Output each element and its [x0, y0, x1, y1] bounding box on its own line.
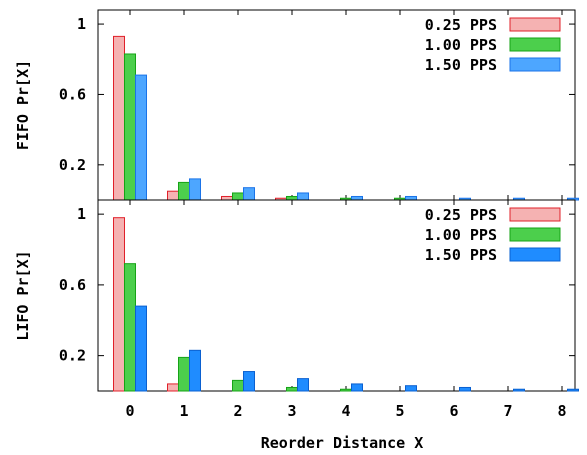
fifo-ytick-label: 0.6	[59, 85, 86, 103]
lifo-legend-swatch	[509, 227, 561, 242]
xtick-label: 1	[179, 402, 188, 420]
xtick-label: 3	[287, 402, 296, 420]
lifo-plot-frame	[97, 199, 576, 392]
fifo-bar-1-00-pps-x0	[124, 53, 136, 201]
fifo-ytick-label: 1	[77, 15, 86, 33]
lifo-bar-1-00-pps-x2	[232, 379, 244, 392]
fifo-bar-1-50-pps-x0	[135, 74, 147, 201]
lifo-bar-1-00-pps-x4	[340, 388, 352, 392]
xtick-label: 0	[125, 402, 134, 420]
lifo-panel: 0.2 0.6 1 LIFO Pr[X] 0.25 PPS 1.00 PPS 1.50 PP…	[14, 199, 579, 420]
lifo-legend-label: 0.25 PPS	[425, 206, 497, 224]
fifo-legend-label: 0.25 PPS	[425, 16, 497, 34]
fifo-legend-label: 1.50 PPS	[425, 56, 497, 74]
xtick-label: 4	[341, 402, 350, 420]
fifo-legend-swatch	[509, 57, 561, 72]
lifo-bar-1-50-pps-x5	[405, 385, 417, 392]
lifo-bar-1-50-pps-x1	[189, 349, 201, 392]
xtick-label: 6	[449, 402, 458, 420]
fifo-bar-1-00-pps-x1	[178, 181, 190, 201]
lifo-bar-1-50-pps-x4	[351, 383, 363, 392]
fifo-legend-swatch	[509, 17, 561, 32]
lifo-y-axis-title: LIFO Pr[X]	[14, 250, 32, 340]
fifo-panel: 0.2 0.6 1 FIFO Pr[X] 0.25 PPS 1.00 PPS 1.50 PP…	[14, 9, 579, 201]
xtick-label: 2	[233, 402, 242, 420]
lifo-legend-label: 1.50 PPS	[425, 246, 497, 264]
lifo-bar-0-25-pps-x0	[113, 217, 125, 392]
fifo-bar-1-50-pps-x5	[405, 195, 417, 201]
lifo-bar-1-00-pps-x0	[124, 263, 136, 392]
lifo-bar-1-00-pps-x1	[178, 356, 190, 392]
lifo-bar-1-50-pps-x3	[297, 378, 309, 392]
xtick-label: 8	[557, 402, 566, 420]
fifo-bar-1-50-pps-x3	[297, 192, 309, 201]
lifo-ytick-label: 0.2	[59, 347, 86, 365]
lifo-legend-swatch	[509, 207, 561, 222]
lifo-bar-1-50-pps-x6	[459, 386, 471, 392]
xtick-label: 5	[395, 402, 404, 420]
lifo-bar-1-00-pps-x3	[286, 386, 298, 392]
lifo-bar-1-50-pps-x7	[513, 388, 525, 392]
fifo-bar-1-00-pps-x2	[232, 192, 244, 201]
lifo-bar-1-50-pps-x2	[243, 371, 255, 392]
fifo-bar-0-25-pps-x2	[221, 195, 233, 201]
fifo-bar-1-50-pps-x1	[189, 178, 201, 201]
fifo-plot-frame	[97, 9, 576, 201]
fifo-legend-swatch	[509, 37, 561, 52]
fifo-bar-0-25-pps-x1	[167, 190, 179, 201]
fifo-bar-1-50-pps-x2	[243, 187, 255, 201]
fifo-y-axis-title: FIFO Pr[X]	[14, 60, 32, 150]
lifo-bar-1-50-pps-x0	[135, 305, 147, 392]
fifo-bar-1-50-pps-x4	[351, 195, 363, 201]
fifo-bar-0-25-pps-x0	[113, 35, 125, 201]
fifo-legend-label: 1.00 PPS	[425, 36, 497, 54]
lifo-ytick-label: 0.6	[59, 276, 86, 294]
lifo-ytick-label: 1	[77, 205, 86, 223]
xtick-label: 7	[503, 402, 512, 420]
fifo-bar-1-00-pps-x3	[286, 195, 298, 201]
lifo-bar-0-25-pps-x1	[167, 383, 179, 392]
lifo-legend-swatch	[509, 247, 561, 262]
x-axis-title: Reorder Distance X	[261, 434, 424, 452]
lifo-legend-label: 1.00 PPS	[425, 226, 497, 244]
lifo-bar-1-50-pps-x8	[567, 388, 579, 392]
fifo-ytick-label: 0.2	[59, 156, 86, 174]
